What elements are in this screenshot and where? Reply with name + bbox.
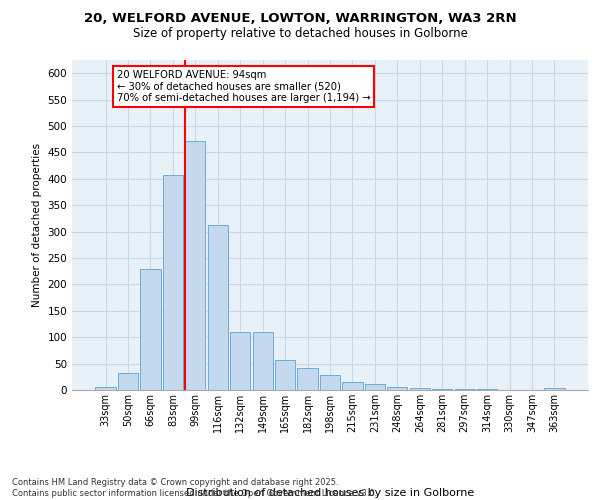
- Bar: [163, 175, 183, 390]
- Text: 20, WELFORD AVENUE, LOWTON, WARRINGTON, WA3 2RN: 20, WELFORD AVENUE, LOWTON, WARRINGTON, …: [83, 12, 517, 26]
- Bar: [95, 388, 116, 390]
- Text: 20 WELFORD AVENUE: 94sqm
← 30% of detached houses are smaller (520)
70% of semi-: 20 WELFORD AVENUE: 94sqm ← 30% of detach…: [117, 70, 370, 103]
- Bar: [275, 360, 295, 390]
- Y-axis label: Number of detached properties: Number of detached properties: [32, 143, 42, 307]
- Text: Contains HM Land Registry data © Crown copyright and database right 2025.
Contai: Contains HM Land Registry data © Crown c…: [12, 478, 377, 498]
- Bar: [387, 388, 407, 390]
- Bar: [185, 141, 205, 390]
- Bar: [410, 388, 430, 390]
- Bar: [208, 224, 228, 390]
- Bar: [230, 332, 250, 390]
- Bar: [253, 332, 273, 390]
- Bar: [298, 368, 317, 390]
- Bar: [432, 389, 452, 390]
- Text: Size of property relative to detached houses in Golborne: Size of property relative to detached ho…: [133, 28, 467, 40]
- X-axis label: Distribution of detached houses by size in Golborne: Distribution of detached houses by size …: [186, 488, 474, 498]
- Bar: [118, 373, 138, 390]
- Bar: [544, 388, 565, 390]
- Bar: [140, 268, 161, 390]
- Bar: [365, 384, 385, 390]
- Bar: [320, 374, 340, 390]
- Bar: [343, 382, 362, 390]
